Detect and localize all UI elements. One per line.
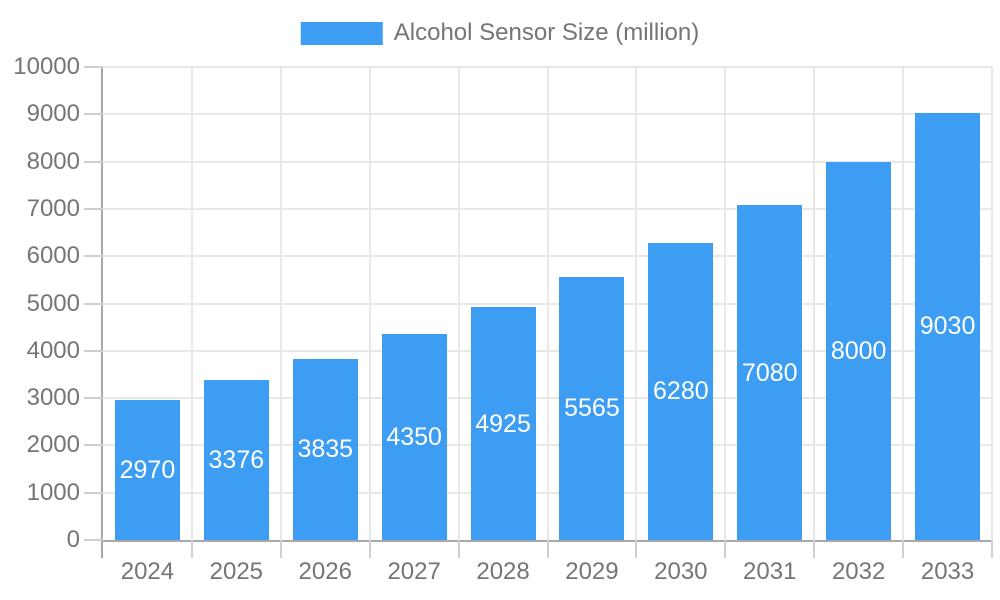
x-tick-label: 2032 [831,558,886,585]
v-gridline [635,67,638,540]
y-tick [84,66,103,68]
y-tick-label: 0 [66,526,80,553]
plot-area: 2970 3376 3835 4350 4925 5565 6280 7080 8000 9030 [103,66,993,540]
bar-value-label: 4350 [386,423,442,452]
x-tick-label: 2027 [387,558,441,585]
v-gridline [190,67,193,540]
bar: 9030 [915,112,981,540]
v-gridline [991,67,993,540]
bar-value-label: 3835 [297,435,354,464]
legend-item[interactable]: Alcohol Sensor Size (million) [300,19,700,46]
bar: 5565 [559,276,625,540]
y-tick-label: 10000 [13,53,80,80]
bar: 8000 [826,161,892,540]
legend-label: Alcohol Sensor Size (million) [393,19,700,46]
bar: 6280 [648,242,714,540]
y-tick-label: 4000 [26,336,80,364]
y-tick-label: 3000 [26,384,80,412]
y-tick-label: 1000 [26,478,80,506]
y-tick-label: 6000 [26,242,80,270]
v-gridline [546,67,549,540]
y-tick-label: 7000 [26,194,80,222]
x-tick-label: 2026 [298,558,352,585]
x-tick-label: 2028 [476,558,530,585]
y-tick [84,444,103,447]
x-tick-label: 2030 [654,558,708,585]
x-tick [635,540,638,558]
y-tick-label: 9000 [26,100,80,128]
y-tick [84,539,103,541]
x-tick [546,540,549,558]
v-gridline [279,67,282,540]
bar: 4925 [470,307,536,540]
bar: 2970 [114,399,180,540]
y-tick-label: 8000 [26,147,80,175]
x-tick [902,540,905,558]
x-tick [190,540,193,558]
v-gridline [813,67,816,540]
y-axis-line [101,67,103,558]
bar-value-label: 2970 [119,455,176,484]
x-tick [991,540,993,558]
y-tick [84,113,103,116]
y-tick [84,491,103,494]
legend-swatch [300,21,383,45]
bar: 4350 [381,334,447,540]
v-gridline [724,67,727,540]
y-tick [84,397,103,400]
bar-value-label: 4925 [475,409,531,438]
x-tick-label: 2033 [920,558,975,585]
bar-value-label: 6280 [653,377,709,406]
x-tick [724,540,727,558]
x-tick-label: 2029 [565,558,619,585]
y-tick [84,255,103,258]
x-tick [368,540,371,558]
x-tick-label: 2024 [120,558,175,585]
y-tick-label: 2000 [26,431,80,459]
x-tick [813,540,816,558]
x-tick-label: 2025 [209,558,264,585]
bar-value-label: 7080 [741,358,798,387]
y-tick [84,302,103,305]
y-tick [84,207,103,210]
y-tick [84,160,103,163]
bar-value-label: 8000 [830,336,887,365]
y-tick [84,349,103,352]
v-gridline [368,67,371,540]
x-tick [457,540,460,558]
bar-value-label: 3376 [208,446,265,475]
y-tick-label: 5000 [26,289,80,317]
bar-value-label: 5565 [564,394,620,423]
x-tick [279,540,282,558]
bar-value-label: 9030 [919,312,976,341]
bar: 3376 [203,380,269,540]
v-gridline [902,67,905,540]
bar: 3835 [292,358,358,540]
v-gridline [457,67,460,540]
bar: 7080 [737,205,803,540]
x-tick-label: 2031 [743,558,797,585]
